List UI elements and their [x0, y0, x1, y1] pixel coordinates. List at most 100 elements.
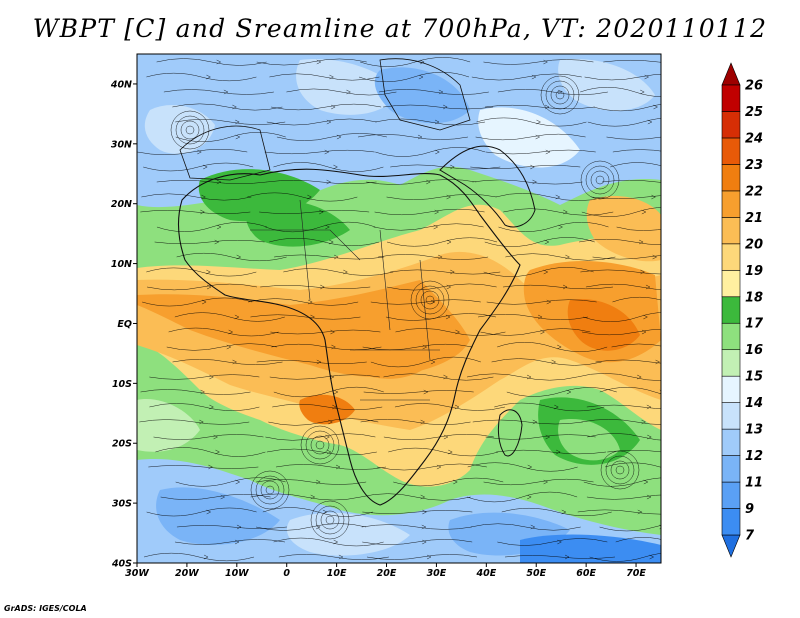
streamline-arrow	[333, 389, 339, 395]
streamline-arrow	[565, 254, 570, 260]
colorbar-swatch	[721, 164, 741, 192]
streamline-arrow	[418, 74, 424, 80]
streamline-arrow	[235, 479, 241, 485]
streamline	[485, 434, 596, 440]
streamline	[394, 403, 506, 411]
streamline-arrow	[443, 374, 448, 380]
streamline-arrow	[203, 164, 208, 170]
streamline-arrow	[329, 374, 335, 380]
streamline-arrow	[209, 404, 214, 410]
streamline-arrow	[319, 209, 324, 215]
streamline-arrow	[325, 434, 330, 440]
streamline	[250, 314, 361, 320]
streamline-arrow	[343, 269, 348, 275]
streamline-arrow	[215, 449, 220, 455]
lon-label: 50E	[526, 568, 546, 579]
eddy-line	[550, 85, 570, 105]
streamline	[610, 162, 661, 168]
streamline	[175, 119, 286, 125]
streamline-arrow	[437, 254, 443, 260]
streamline	[156, 180, 267, 184]
streamline-arrow	[422, 344, 428, 350]
streamline	[142, 297, 253, 307]
eddy-line	[600, 450, 640, 490]
streamline	[385, 313, 497, 321]
streamline	[370, 299, 481, 305]
streamline	[585, 283, 661, 290]
streamline-arrow	[208, 464, 213, 470]
eddy-line	[185, 125, 195, 135]
streamline-arrow	[316, 359, 322, 365]
colorbar-min-arrow	[721, 534, 741, 558]
streamline-arrow	[216, 224, 222, 230]
streamline-arrow	[434, 209, 440, 215]
streamline-arrow	[555, 194, 561, 200]
streamline-arrow	[234, 539, 240, 545]
streamline	[496, 449, 607, 455]
streamline-arrow	[531, 74, 537, 80]
streamline	[592, 255, 661, 260]
streamline	[265, 433, 376, 441]
streamline-arrow	[543, 479, 549, 485]
streamline	[580, 269, 661, 275]
streamline-arrow	[333, 164, 338, 170]
streamline	[256, 360, 367, 364]
streamline	[506, 387, 617, 397]
streamline	[374, 118, 486, 126]
colorbar-label: 24	[745, 131, 763, 146]
colorbar-label: 26	[745, 79, 763, 94]
streamline-arrow	[316, 479, 321, 485]
streamline-arrow	[651, 194, 656, 200]
lat-label: 30S	[112, 499, 132, 510]
colorbar-label: 25	[745, 105, 763, 120]
streamline-arrow	[558, 224, 564, 230]
streamline	[483, 59, 594, 65]
streamline	[603, 59, 661, 63]
streamline	[175, 477, 286, 487]
colorbar-swatch	[721, 455, 741, 483]
streamline	[360, 57, 471, 67]
streamline-arrow	[200, 389, 206, 395]
colorbar-label: 16	[745, 343, 763, 358]
streamline-arrow	[530, 164, 535, 170]
streamline-arrow	[665, 465, 669, 469]
streamline-arrow	[197, 149, 202, 155]
colorbar-label: 20	[745, 237, 763, 252]
colorbar-label: 23	[745, 158, 763, 173]
streamline-arrow	[532, 419, 538, 425]
streamline	[577, 509, 661, 515]
streamline-arrow	[333, 254, 339, 260]
streamline-arrow	[200, 209, 205, 215]
streamline-arrow	[450, 269, 455, 275]
lon-label: 10W	[225, 568, 249, 579]
streamline	[395, 328, 506, 336]
eddy-line	[255, 475, 285, 505]
streamline	[390, 164, 501, 170]
streamline-arrow	[545, 149, 551, 155]
streamline	[156, 58, 267, 66]
streamline-arrow	[453, 479, 458, 485]
streamline	[283, 268, 394, 276]
streamline-arrow	[201, 194, 206, 200]
eddy-line	[590, 170, 610, 190]
streamline	[472, 179, 583, 185]
lat-label: 10N	[111, 259, 132, 270]
streamline-arrow	[234, 314, 240, 320]
streamline-arrow	[646, 404, 652, 410]
streamline	[176, 525, 287, 529]
colorbar-swatch	[721, 84, 741, 112]
streamline	[470, 523, 581, 531]
streamline	[615, 537, 661, 543]
colorbar-swatch	[721, 375, 741, 403]
colorbar-label: 15	[745, 370, 763, 385]
streamline	[163, 89, 274, 95]
streamline	[357, 134, 469, 140]
streamline-arrow	[537, 314, 543, 320]
streamline	[583, 312, 661, 322]
streamline-arrow	[220, 494, 226, 500]
streamline	[269, 374, 380, 380]
colorbar-swatch	[721, 296, 741, 324]
streamline-arrow	[646, 494, 652, 500]
streamline-arrow	[643, 479, 649, 485]
